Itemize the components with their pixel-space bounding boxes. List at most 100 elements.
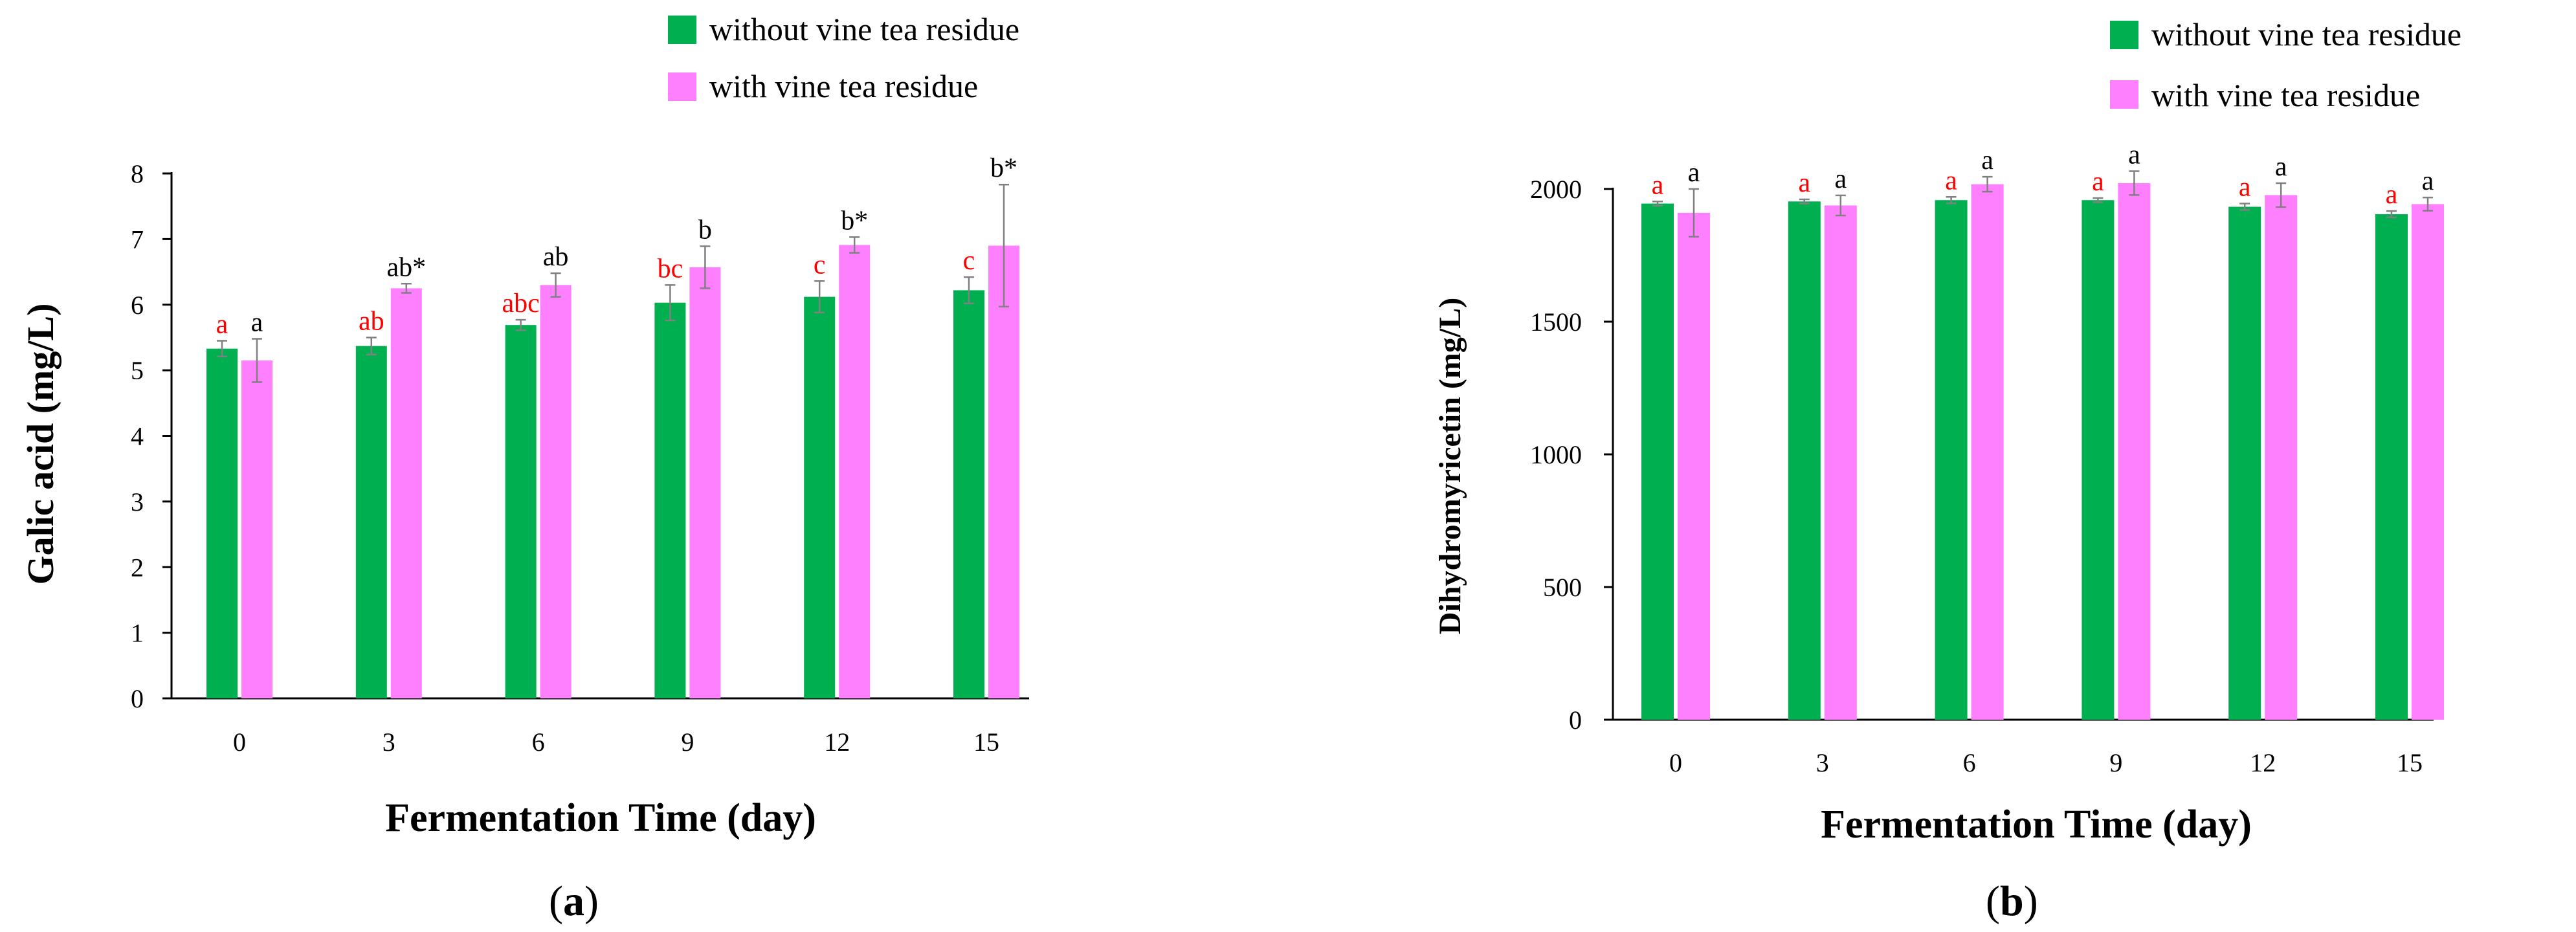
bar-without-a — [804, 296, 836, 699]
sig-label-without-a: c — [814, 250, 826, 280]
sig-label-with-b: a — [1981, 146, 1993, 175]
legend-b-label-with: with vine tea residue — [2151, 77, 2420, 113]
y-tick-label-a: 3 — [131, 487, 144, 516]
panel-label-a-open-paren: ( — [549, 878, 563, 925]
sig-label-without-b: a — [2386, 180, 2398, 210]
x-tick-label-b: 15 — [2397, 748, 2423, 777]
bar-without-a — [953, 290, 984, 698]
x-tick-label-a: 3 — [383, 727, 395, 757]
sig-label-without-b: a — [2092, 167, 2104, 197]
sig-label-without-a: bc — [658, 254, 683, 283]
bar-with-b — [1971, 184, 2004, 720]
y-tick-label-a: 8 — [131, 159, 144, 188]
sig-label-with-a: b* — [990, 153, 1017, 183]
y-tick-label-a: 0 — [131, 684, 144, 713]
sig-label-without-a: c — [963, 246, 975, 276]
bar-with-a — [988, 245, 1019, 698]
legend-b-swatch-without — [2110, 21, 2138, 49]
panel-label-b-letter: b — [2000, 878, 2024, 925]
bar-with-a — [540, 285, 572, 698]
sig-label-with-b: a — [1834, 164, 1847, 194]
sig-label-with-b: a — [2275, 152, 2287, 182]
bar-with-b — [1824, 205, 1857, 720]
bar-with-b — [1678, 212, 1710, 720]
x-tick-label-a: 0 — [233, 727, 246, 757]
bar-with-a — [689, 267, 721, 698]
sig-label-with-a: ab — [543, 242, 569, 272]
sig-label-without-a: abc — [502, 289, 539, 318]
bar-without-b — [2228, 206, 2261, 720]
y-tick-label-b: 1000 — [1530, 440, 1582, 469]
x-tick-label-b: 9 — [2109, 748, 2122, 777]
bar-without-b — [1641, 203, 1674, 720]
sig-label-without-b: a — [1652, 170, 1664, 200]
sig-label-with-a: ab* — [386, 252, 426, 282]
legend-a-label-without: without vine tea residue — [709, 11, 1019, 47]
panel-b: without vine tea residue with vine tea r… — [1433, 16, 2461, 925]
bar-with-a — [839, 245, 871, 698]
panel-label-b-close-paren: ) — [2024, 878, 2038, 925]
sig-label-with-b: a — [1688, 158, 1700, 188]
bar-without-a — [654, 302, 686, 698]
sig-label-with-a: b — [698, 216, 712, 245]
y-tick-label-b: 2000 — [1530, 175, 1582, 204]
bar-without-b — [1935, 200, 1968, 720]
legend-b-swatch-with — [2110, 80, 2138, 109]
x-tick-label-b: 6 — [1963, 748, 1976, 777]
panel-label-b-open-paren: ( — [1986, 878, 2000, 925]
panel-label-a-close-paren: ) — [584, 878, 599, 925]
legend-a: without vine tea residue with vine tea r… — [668, 11, 1019, 104]
x-tick-label-a: 6 — [532, 727, 545, 757]
bar-with-a — [390, 288, 422, 698]
y-tick-label-a: 5 — [131, 356, 144, 385]
y-tick-label-b: 1500 — [1530, 307, 1582, 337]
bar-with-a — [241, 360, 272, 698]
bar-without-b — [2375, 214, 2408, 720]
panel-label-a: (a) — [549, 878, 599, 925]
y-tick-label-a: 4 — [131, 422, 144, 451]
panel-a: without vine tea residue with vine tea r… — [19, 11, 1029, 925]
y-axis-title-a: Galic acid (mg/L) — [19, 304, 61, 585]
y-axis-title-b: Dihydromyricetin (mg/L) — [1433, 298, 1467, 634]
panel-label-b: (b) — [1986, 878, 2038, 925]
y-tick-label-a: 7 — [131, 225, 144, 254]
bar-without-a — [206, 348, 238, 698]
y-tick-label-a: 1 — [131, 619, 144, 648]
sig-label-without-b: a — [1798, 168, 1810, 198]
sig-label-without-a: ab — [359, 306, 384, 336]
x-axis-title-b: Fermentation Time (day) — [1821, 803, 2252, 847]
sig-label-without-b: a — [2239, 173, 2251, 203]
y-tick-label-b: 0 — [1569, 705, 1582, 735]
x-axis-title-a: Fermentation Time (day) — [385, 796, 816, 840]
x-tick-label-a: 12 — [824, 727, 850, 757]
bar-without-b — [2082, 200, 2115, 720]
bar-with-b — [2265, 195, 2298, 720]
sig-label-without-a: a — [216, 310, 228, 340]
bar-with-b — [2412, 204, 2444, 720]
y-tick-label-a: 6 — [131, 291, 144, 320]
legend-a-swatch-without — [668, 16, 696, 44]
legend-a-label-with: with vine tea residue — [709, 68, 978, 104]
x-tick-label-b: 3 — [1816, 748, 1829, 777]
bar-with-b — [2118, 183, 2151, 720]
bar-without-a — [355, 346, 387, 698]
legend-b-label-without: without vine tea residue — [2151, 16, 2461, 52]
sig-label-with-a: b* — [841, 206, 868, 236]
sig-label-with-b: a — [2422, 166, 2434, 196]
sig-label-with-a: a — [251, 307, 263, 337]
x-tick-label-a: 9 — [681, 727, 694, 757]
legend-a-swatch-with — [668, 72, 696, 101]
y-tick-label-a: 2 — [131, 553, 144, 582]
bar-without-a — [505, 325, 537, 698]
panel-label-a-letter: a — [563, 878, 584, 925]
x-tick-label-b: 12 — [2250, 748, 2276, 777]
x-tick-label-a: 15 — [973, 727, 999, 757]
bar-without-b — [1788, 201, 1821, 720]
y-tick-label-b: 500 — [1543, 573, 1582, 602]
x-tick-label-b: 0 — [1669, 748, 1682, 777]
legend-b: without vine tea residue with vine tea r… — [2110, 16, 2461, 113]
sig-label-without-b: a — [1945, 166, 1957, 195]
